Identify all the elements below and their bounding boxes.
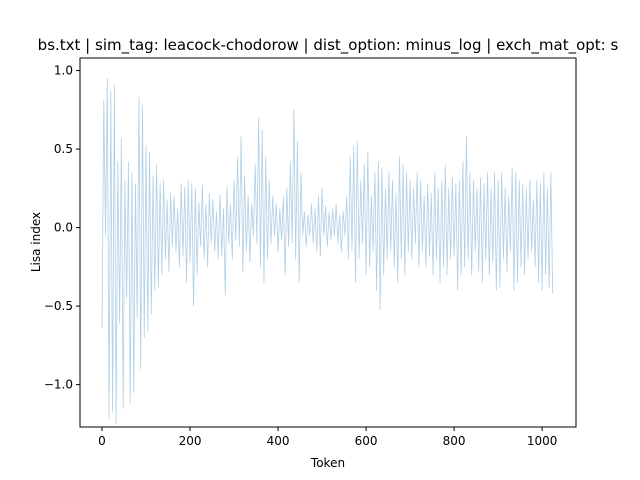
chart-title: bs.txt | sim_tag: leacock-chodorow | dis… [38, 36, 619, 55]
y-tick-label: 1.0 [54, 64, 73, 78]
y-tick-label: 0.0 [54, 221, 73, 235]
x-tick-label: 200 [179, 434, 202, 448]
axis-ticks: 0 200 400 600 800 1000 −1.0 −0.5 0.0 0.5 1.0 [44, 64, 558, 448]
x-axis-label: Token [310, 456, 345, 470]
x-tick-label: 0 [98, 434, 106, 448]
y-tick-label: 0.5 [54, 142, 73, 156]
x-tick-label: 600 [355, 434, 378, 448]
y-axis-label: Lisa index [29, 212, 43, 272]
y-tick-label: −0.5 [44, 299, 73, 313]
series-line-0 [101, 78, 554, 425]
x-tick-label: 1000 [527, 434, 558, 448]
y-tick-label: −1.0 [44, 378, 73, 392]
x-tick-label: 400 [267, 434, 290, 448]
plot-frame [79, 57, 577, 428]
series-lines [101, 78, 554, 425]
x-tick-label: 800 [443, 434, 466, 448]
